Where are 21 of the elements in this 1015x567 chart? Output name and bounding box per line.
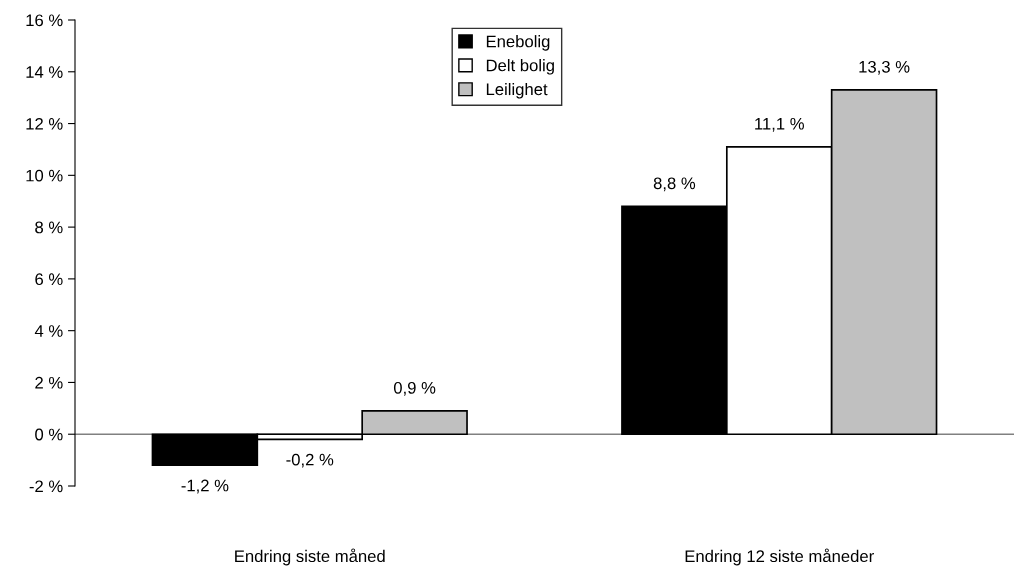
y-tick-label: 4 % [34,325,63,337]
data-label: 11,1 % [755,117,804,132]
x-tick-label: Endring siste måned [235,548,385,566]
data-label: 0,9 % [393,381,436,396]
y-tick-label: 12 % [26,117,63,130]
y-tick-label: -2 % [29,480,63,493]
y-tick-label: 16 % [26,14,63,27]
data-label: -1,2 % [181,479,229,494]
data-label: -0,2 % [286,453,334,468]
y-tick-label: 14 % [26,66,63,78]
x-tick-label: Endring 12 siste måneder [685,548,874,566]
y-tick-label: 8 % [35,221,63,234]
data-label: 13,3 % [859,60,910,75]
y-tick-label: 2 % [35,376,63,389]
legend-label: Delt bolig [486,59,554,75]
data-label: 8,8 % [653,177,696,192]
y-tick-label: 6 % [35,273,63,286]
legend-label: Leilighet [486,83,548,99]
legend-label: Enebolig [486,35,550,51]
y-tick-label: 0 % [35,428,63,441]
y-tick-label: 10 % [26,169,63,182]
